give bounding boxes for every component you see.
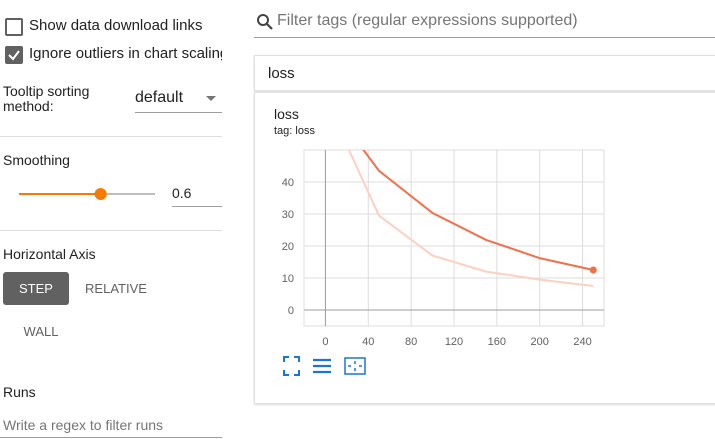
checkbox-label[interactable]: Ignore outliers in chart scaling: [29, 45, 222, 62]
axis-button[interactable]: STEP: [3, 272, 69, 305]
y-tick-label: 40: [282, 177, 294, 189]
x-tick-label: 240: [573, 336, 591, 348]
series-line: [362, 150, 594, 271]
tag-filter[interactable]: Filter tags (regular expressions support…: [277, 12, 578, 29]
fullscreen-icon[interactable]: [283, 356, 300, 376]
chart-subtitle: tag: loss: [274, 125, 315, 137]
y-tick-label: 0: [288, 305, 294, 317]
checkbox-label[interactable]: Show data download links: [29, 17, 203, 34]
slider-thumb[interactable]: [94, 188, 107, 200]
axis-button[interactable]: RELATIVE: [85, 281, 147, 296]
x-tick-label: 200: [531, 336, 549, 348]
section-label: Smoothing: [3, 152, 70, 168]
select-label: Tooltip sorting method:: [3, 83, 90, 114]
y-tick-label: 30: [282, 209, 294, 221]
search-icon: [257, 14, 273, 30]
fit-domain-icon[interactable]: [344, 357, 366, 375]
dropdown-arrow[interactable]: [205, 95, 217, 103]
log-scale-icon[interactable]: [313, 358, 331, 374]
section-label: Horizontal Axis: [3, 246, 96, 262]
checkbox[interactable]: [5, 46, 23, 64]
chart: loss tag: loss 0 10 20 30 40 0 40 80 120 160 200 24…: [274, 106, 605, 376]
chart-card: loss tag: loss 0 10 20 30 40 0 40 80 120 160 200 24…: [254, 92, 715, 404]
chart-title: loss: [274, 106, 299, 122]
smoothing-value[interactable]: 0.6: [172, 185, 192, 201]
x-tick-label: 0: [322, 336, 328, 348]
x-tick-label: 80: [405, 336, 417, 348]
select-value[interactable]: default: [135, 89, 184, 106]
x-tick-label: 160: [488, 336, 506, 348]
x-tick-label: 40: [362, 336, 374, 348]
section-label: Runs: [3, 384, 36, 400]
slider[interactable]: [0, 180, 165, 208]
runs-filter[interactable]: Write a regex to filter runs: [3, 417, 164, 433]
y-tick-label: 20: [282, 241, 294, 253]
series-line: [347, 150, 594, 287]
section-title: loss: [268, 65, 295, 82]
chart-actions: [283, 356, 366, 376]
checkbox[interactable]: [5, 18, 23, 36]
y-tick-label: 10: [282, 273, 294, 285]
section-header[interactable]: loss: [254, 55, 715, 91]
series-point: [589, 266, 597, 274]
axis-button[interactable]: WALL: [23, 324, 59, 339]
x-tick-label: 120: [445, 336, 463, 348]
